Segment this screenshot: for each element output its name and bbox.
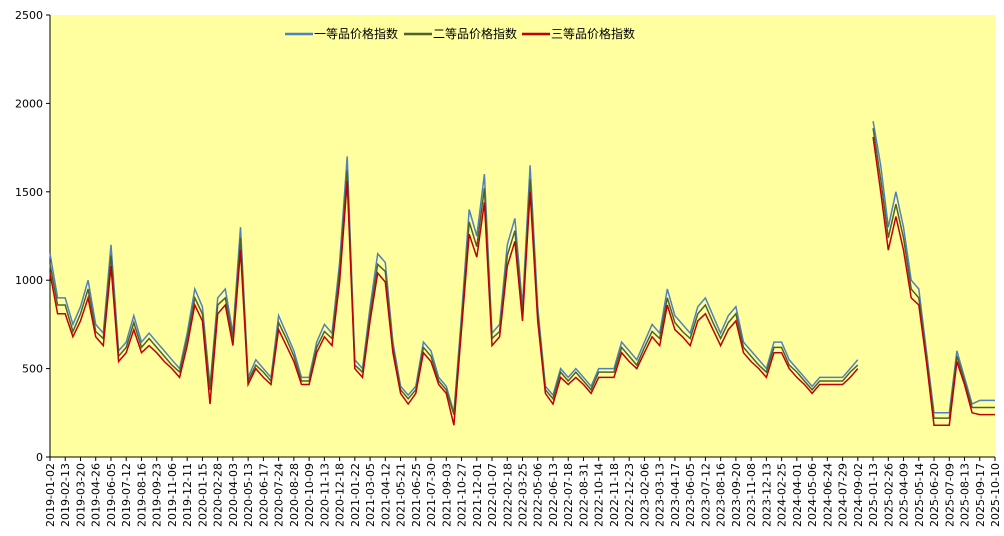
x-tick-label: 2020-07-24 xyxy=(273,463,286,527)
x-tick-label: 2021-06-25 xyxy=(410,463,423,527)
x-tick-label: 2025-02-26 xyxy=(882,463,895,527)
x-tick-label: 2021-09-03 xyxy=(440,463,453,527)
x-tick-label: 2023-04-17 xyxy=(669,463,682,527)
x-tick-label: 2023-07-12 xyxy=(699,463,712,527)
x-tick-label: 2025-06-20 xyxy=(928,463,941,527)
x-tick-label: 2023-09-20 xyxy=(730,463,743,527)
x-tick-label: 2024-09-02 xyxy=(852,463,865,527)
x-tick-label: 2019-04-26 xyxy=(90,463,103,527)
x-tick-label: 2023-12-13 xyxy=(760,463,773,527)
series-line xyxy=(49,128,995,419)
y-tick-label: 500 xyxy=(22,363,43,376)
y-tick-label: 0 xyxy=(36,451,43,464)
x-tick-label: 2024-06-24 xyxy=(821,463,834,527)
y-tick-label: 1500 xyxy=(15,186,43,199)
x-tick-label: 2023-06-05 xyxy=(684,463,697,527)
x-tick-label: 2019-03-20 xyxy=(74,463,87,527)
x-tick-label: 2022-01-07 xyxy=(486,463,499,527)
legend-label: 三等品价格指数 xyxy=(551,26,635,41)
x-tick-label: 2022-12-23 xyxy=(623,463,636,527)
x-tick-label: 2022-11-18 xyxy=(608,463,621,527)
x-tick-label: 2022-05-06 xyxy=(532,463,545,527)
series-line xyxy=(49,136,995,426)
x-tick-label: 2020-04-03 xyxy=(227,463,240,527)
x-tick-label: 2019-12-11 xyxy=(181,463,194,527)
y-tick-label: 2000 xyxy=(15,97,43,110)
x-tick-label: 2020-10-09 xyxy=(303,463,316,527)
x-tick-label: 2019-06-05 xyxy=(105,463,118,527)
x-tick-label: 2020-08-28 xyxy=(288,463,301,527)
x-tick-label: 2025-04-09 xyxy=(898,463,911,527)
x-tick-label: 2021-04-12 xyxy=(379,463,392,527)
x-tick-label: 2019-08-16 xyxy=(135,463,148,527)
x-tick-label: 2023-02-06 xyxy=(638,463,651,527)
x-tick-label: 2022-10-14 xyxy=(593,463,606,527)
x-tick-label: 2022-03-25 xyxy=(517,463,530,527)
y-tick-label: 2500 xyxy=(15,9,43,22)
plot-area xyxy=(50,15,995,457)
x-tick-label: 2019-07-12 xyxy=(120,463,133,527)
x-tick-label: 2021-10-27 xyxy=(456,463,469,527)
x-tick-label: 2023-08-16 xyxy=(715,463,728,527)
x-tick-label: 2021-07-30 xyxy=(425,463,438,527)
x-tick-label: 2024-02-25 xyxy=(776,463,789,527)
x-tick-label: 2020-05-13 xyxy=(242,463,255,527)
x-tick-label: 2024-04-01 xyxy=(791,463,804,527)
x-tick-label: 2020-06-17 xyxy=(257,463,270,527)
x-tick-label: 2025-10-10 xyxy=(989,463,1002,527)
x-tick-label: 2019-09-23 xyxy=(151,463,164,527)
x-tick-label: 2025-07-09 xyxy=(943,463,956,527)
legend-label: 二等品价格指数 xyxy=(433,26,517,41)
x-tick-label: 2025-05-14 xyxy=(913,463,926,527)
x-tick-label: 2023-03-13 xyxy=(654,463,667,527)
x-tick-label: 2022-08-31 xyxy=(577,463,590,527)
x-tick-label: 2020-12-18 xyxy=(334,463,347,527)
x-tick-label: 2021-05-21 xyxy=(395,463,408,527)
x-tick-label: 2019-11-06 xyxy=(166,463,179,527)
x-tick-label: 2022-06-13 xyxy=(547,463,560,527)
y-tick-label: 1000 xyxy=(15,274,43,287)
x-tick-label: 2025-09-17 xyxy=(974,463,987,527)
x-tick-label: 2021-03-05 xyxy=(364,463,377,527)
legend-label: 一等品价格指数 xyxy=(314,26,398,41)
x-tick-label: 2023-11-08 xyxy=(745,463,758,527)
x-tick-label: 2024-05-06 xyxy=(806,463,819,527)
x-tick-label: 2024-07-29 xyxy=(837,463,850,527)
x-tick-label: 2020-01-15 xyxy=(196,463,209,527)
x-tick-label: 2019-02-13 xyxy=(59,463,72,527)
x-tick-label: 2021-01-22 xyxy=(349,463,362,527)
x-tick-label: 2020-02-28 xyxy=(212,463,225,527)
x-tick-label: 2019-01-02 xyxy=(44,463,57,527)
x-tick-label: 2025-01-13 xyxy=(867,463,880,527)
x-tick-label: 2022-02-18 xyxy=(501,463,514,527)
x-tick-label: 2022-07-18 xyxy=(562,463,575,527)
x-tick-label: 2025-08-13 xyxy=(959,463,972,527)
x-tick-label: 2021-12-01 xyxy=(471,463,484,527)
x-tick-label: 2020-11-13 xyxy=(318,463,331,527)
